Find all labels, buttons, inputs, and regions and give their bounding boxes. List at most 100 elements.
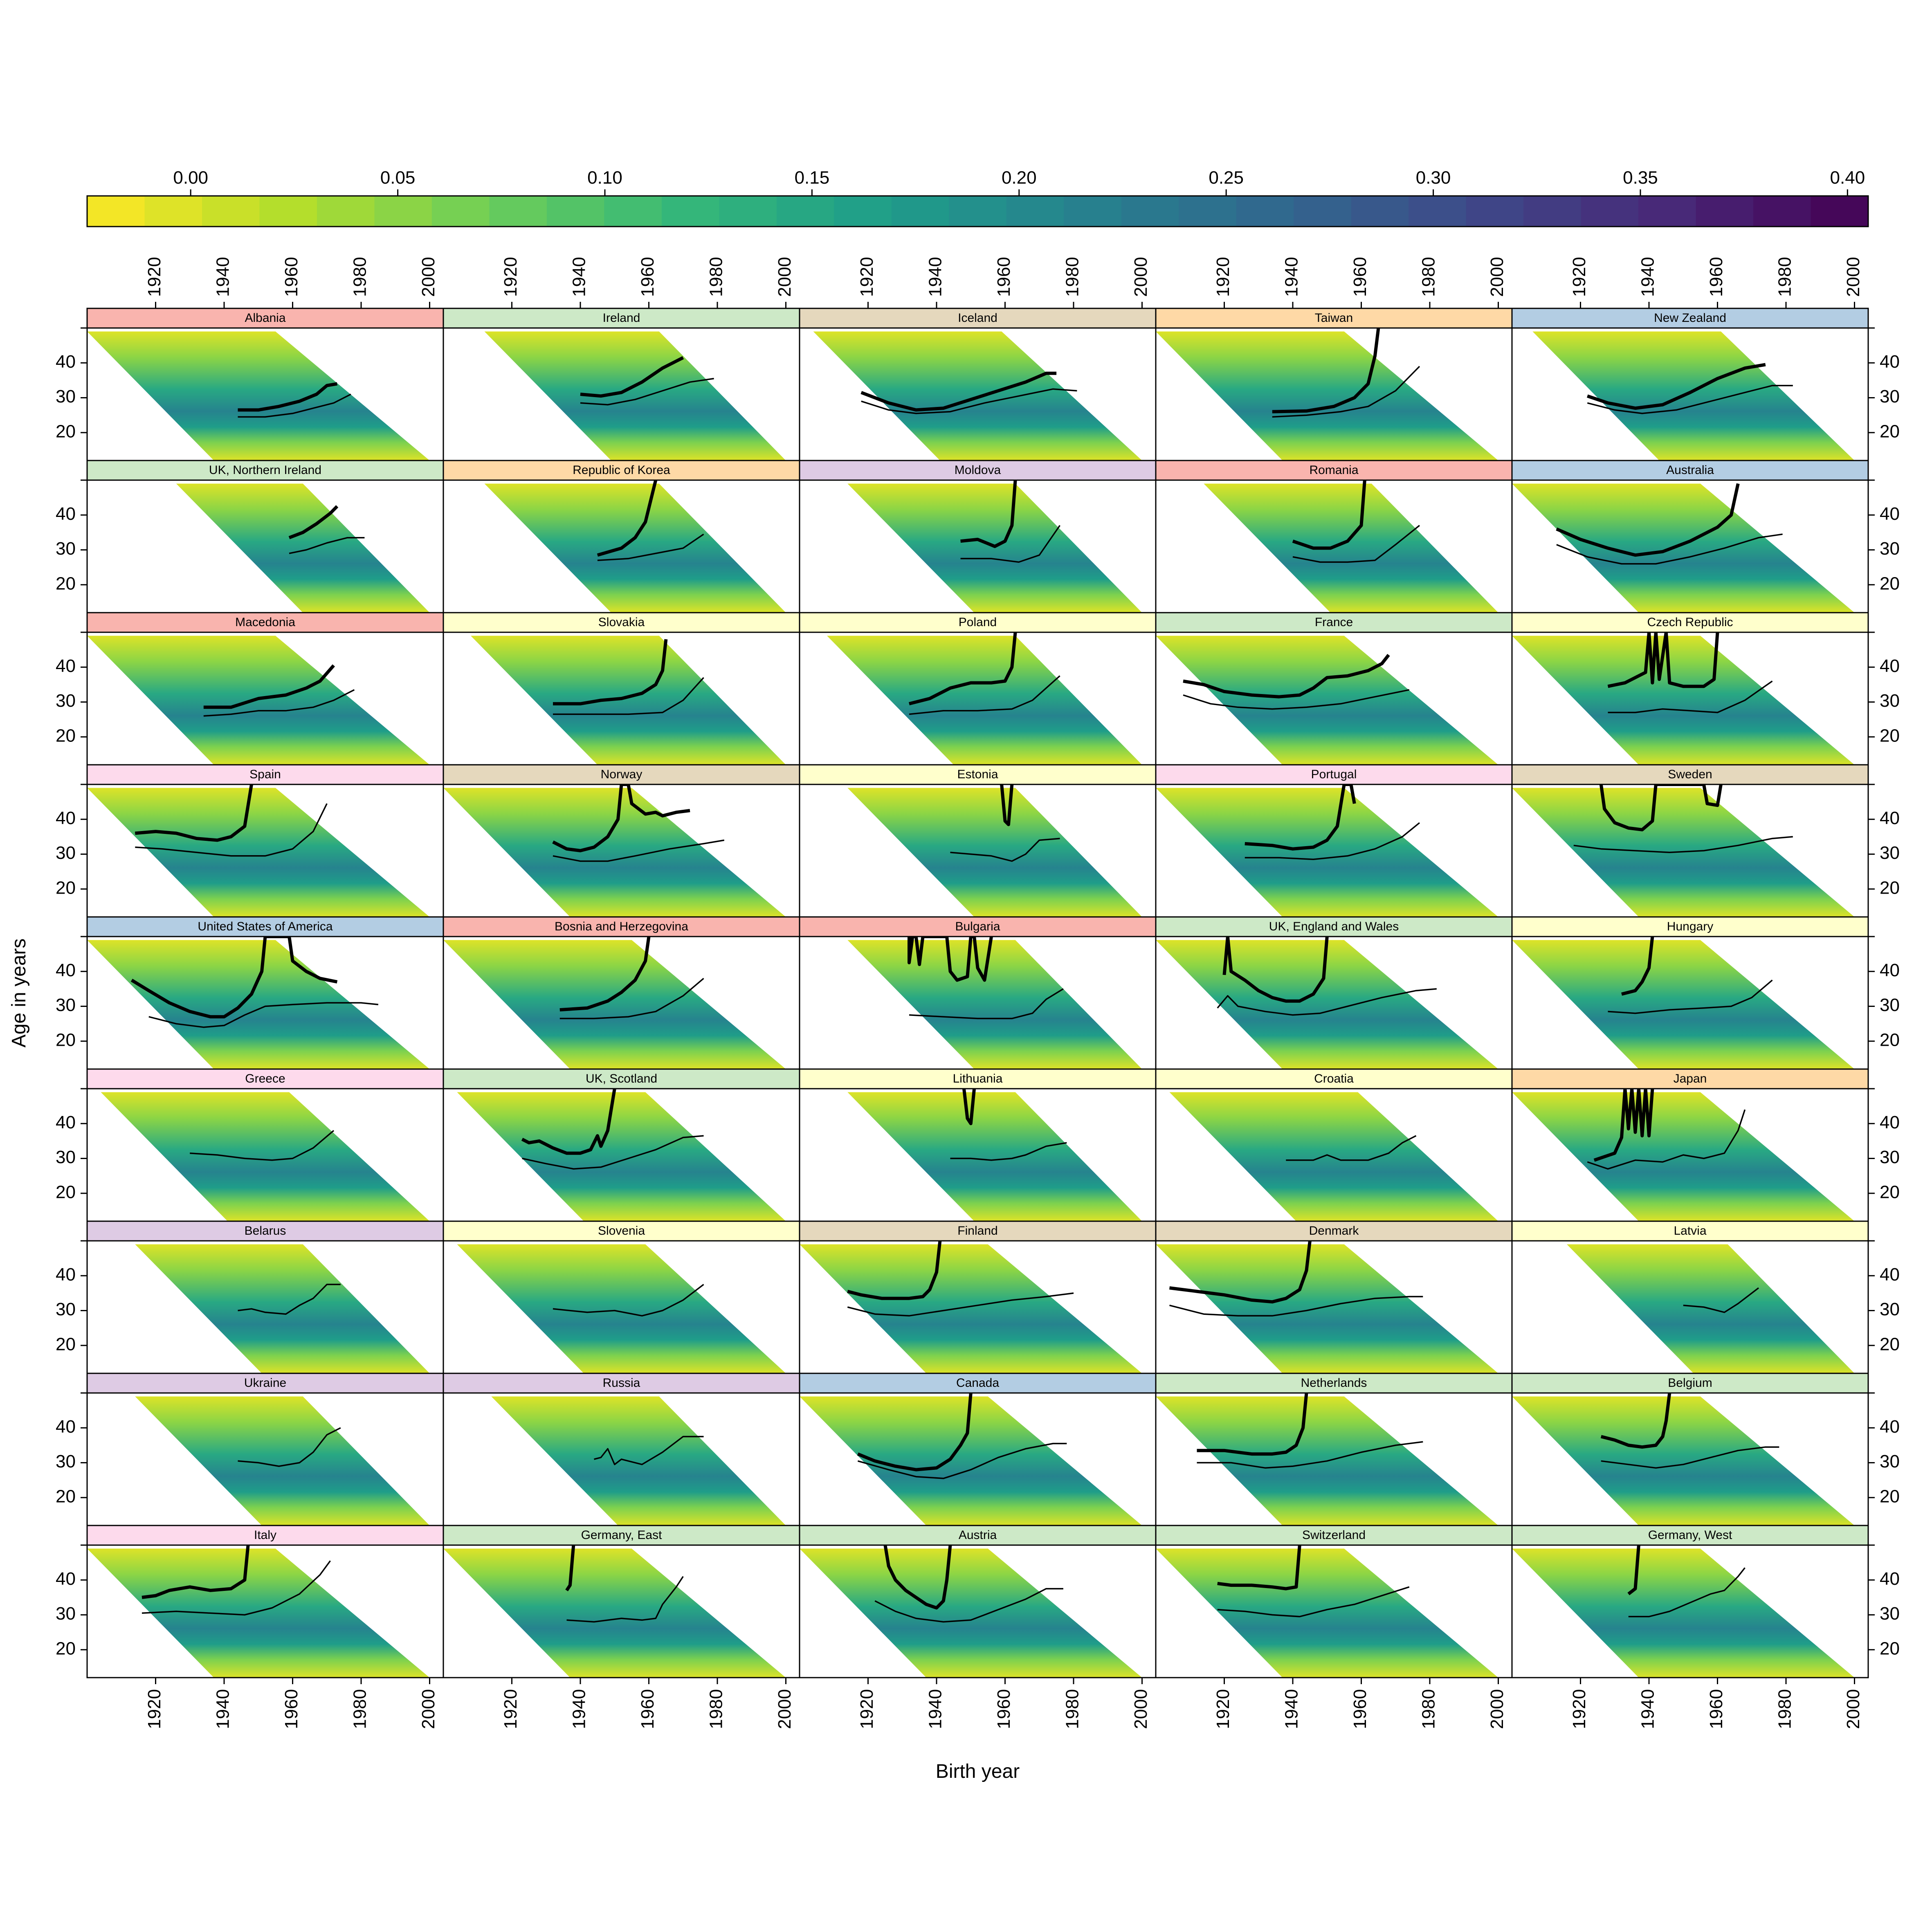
panel-strip xyxy=(1511,764,1869,785)
y-tick-label: 20 xyxy=(56,1486,76,1506)
y-tick-label: 20 xyxy=(1880,1182,1900,1202)
panel-strip xyxy=(443,308,800,329)
rate-surface xyxy=(87,940,430,1069)
panel-title: Russia xyxy=(603,1376,640,1390)
panel-strip xyxy=(86,308,444,329)
rate-surface xyxy=(827,636,1142,765)
panel-plot: 20 30 40 xyxy=(56,1392,444,1526)
thin-line xyxy=(1272,366,1420,418)
rate-surface xyxy=(1156,788,1498,917)
panel: UK, Scotland xyxy=(443,1068,800,1222)
panel-title: Finland xyxy=(957,1224,997,1238)
panel-plot: 20 30 40 xyxy=(1511,631,1900,766)
bold-line xyxy=(962,1089,976,1126)
x-tick-label: 1940 xyxy=(1282,257,1302,297)
panel-plot: 20 30 40 xyxy=(1511,327,1900,461)
panel: Slovenia xyxy=(443,1220,800,1374)
panel-title: Belarus xyxy=(245,1224,286,1238)
panel-plot: 20 30 40 xyxy=(56,631,444,766)
bold-line xyxy=(565,1545,575,1592)
thin-line xyxy=(190,1130,335,1161)
panel-strip xyxy=(1511,1373,1869,1394)
y-tick-label: 20 xyxy=(56,421,76,441)
panel-title: Australia xyxy=(1666,463,1714,477)
colorbar-swatch xyxy=(661,196,719,227)
y-tick-label: 20 xyxy=(56,878,76,898)
rate-surface xyxy=(87,1548,430,1678)
thin-line xyxy=(238,1283,341,1315)
y-tick-label: 40 xyxy=(56,656,76,676)
panel: Australia 20 30 40 xyxy=(1511,460,1900,613)
panel-plot xyxy=(1155,1544,1513,1678)
bold-line xyxy=(1197,1393,1308,1456)
panel-title: Denmark xyxy=(1309,1224,1359,1238)
colorbar-tick-label: 0.35 xyxy=(1623,168,1658,188)
colorbar-tick-label: 0.00 xyxy=(173,168,208,188)
x-tick-label: 1920 xyxy=(1569,257,1589,297)
x-tick-label: 1980 xyxy=(1063,257,1083,297)
thin-line xyxy=(861,388,1077,414)
panel-title: Czech Republic xyxy=(1647,616,1733,629)
panel-strip xyxy=(1511,460,1869,481)
bold-line xyxy=(1599,784,1723,831)
x-tick-label: 1940 xyxy=(1638,1689,1658,1729)
panel-title: Hungary xyxy=(1667,920,1713,933)
x-tick-label: 1980 xyxy=(706,257,726,297)
colorbar-swatch xyxy=(719,196,777,227)
panel: UK, Northern Ireland 20 30 40 xyxy=(56,460,444,613)
panel-plot xyxy=(1155,936,1513,1070)
x-tick-label: 2000 xyxy=(775,257,795,297)
rate-surface xyxy=(1532,331,1855,461)
panel-plot xyxy=(443,936,800,1070)
panel-strip xyxy=(1511,1525,1869,1546)
rate-surface xyxy=(87,331,430,461)
colorbar-tick-label: 0.05 xyxy=(380,168,416,188)
bold-line xyxy=(1217,1545,1301,1591)
panel-title: Switzerland xyxy=(1302,1528,1366,1542)
panel-plot: 20 30 40 xyxy=(56,1240,444,1374)
x-tick-label: 1940 xyxy=(1638,257,1658,297)
bold-line xyxy=(1272,328,1380,413)
y-tick-label: 20 xyxy=(56,1638,76,1658)
y-tick-label: 30 xyxy=(56,539,76,559)
thin-line xyxy=(559,977,704,1020)
panel-plot xyxy=(1155,784,1513,918)
x-tick-label: 1960 xyxy=(281,1689,301,1729)
y-tick-label: 30 xyxy=(56,1451,76,1471)
x-tick-label: 1920 xyxy=(1213,1689,1233,1729)
panel-title: Macedonia xyxy=(235,616,295,629)
colorbar-swatch xyxy=(1006,196,1064,227)
panel-plot xyxy=(443,631,800,766)
y-tick-label: 40 xyxy=(56,504,76,524)
y-tick-label: 30 xyxy=(1880,1604,1900,1624)
rate-surface xyxy=(457,1092,786,1221)
y-tick-label: 30 xyxy=(1880,1451,1900,1471)
thin-line xyxy=(909,675,1060,715)
x-tick-label: 2000 xyxy=(1131,1689,1151,1729)
x-tick-label: 1960 xyxy=(994,1689,1014,1729)
panel-title: Bosnia and Herzegovina xyxy=(555,920,688,933)
panel: Sweden 20 30 40 xyxy=(1511,764,1900,918)
colorbar-swatch xyxy=(834,196,892,227)
thin-line xyxy=(148,1002,379,1028)
rate-surface xyxy=(1512,1092,1855,1221)
colorbar-swatch xyxy=(1581,196,1639,227)
panel-strip xyxy=(1155,460,1513,481)
panel: Italy 20 30 40 xyxy=(56,1525,444,1678)
x-tick-label: 1920 xyxy=(1213,257,1233,297)
panel-plot: 20 30 40 xyxy=(56,784,444,918)
panel-plot xyxy=(799,784,1157,918)
panel: Russia xyxy=(443,1373,800,1526)
panel-title: Greece xyxy=(245,1072,285,1085)
colorbar-swatch xyxy=(1523,196,1582,227)
panel-title: Poland xyxy=(959,616,997,629)
colorbar-tick-label: 0.10 xyxy=(587,168,622,188)
bold-line xyxy=(203,664,335,709)
y-tick-label: 30 xyxy=(1880,691,1900,711)
bold-line xyxy=(908,937,993,982)
x-tick-label: 2000 xyxy=(418,1689,438,1729)
x-axis-title: Birth year xyxy=(936,1761,1020,1782)
panel-plot xyxy=(799,1088,1157,1222)
bold-line xyxy=(1292,480,1366,550)
panel-title: Germany, West xyxy=(1648,1528,1732,1542)
